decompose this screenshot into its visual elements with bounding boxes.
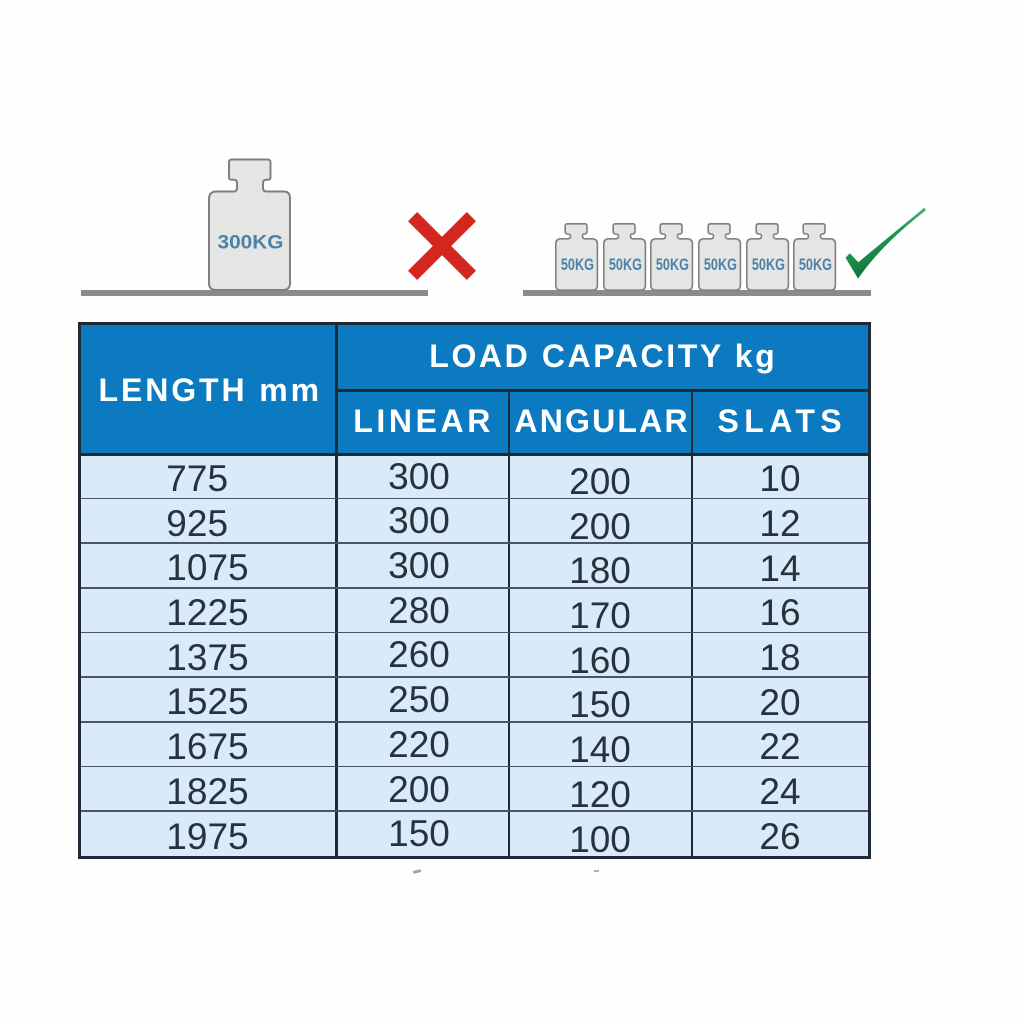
svg-text:50KG: 50KG xyxy=(751,256,784,274)
svg-text:50KG: 50KG xyxy=(656,256,689,274)
svg-text:50KG: 50KG xyxy=(704,256,737,274)
svg-text:50KG: 50KG xyxy=(608,256,641,274)
svg-text:50KG: 50KG xyxy=(799,256,832,274)
svg-text:50KG: 50KG xyxy=(561,256,594,274)
svg-text:300KG: 300KG xyxy=(218,233,284,254)
